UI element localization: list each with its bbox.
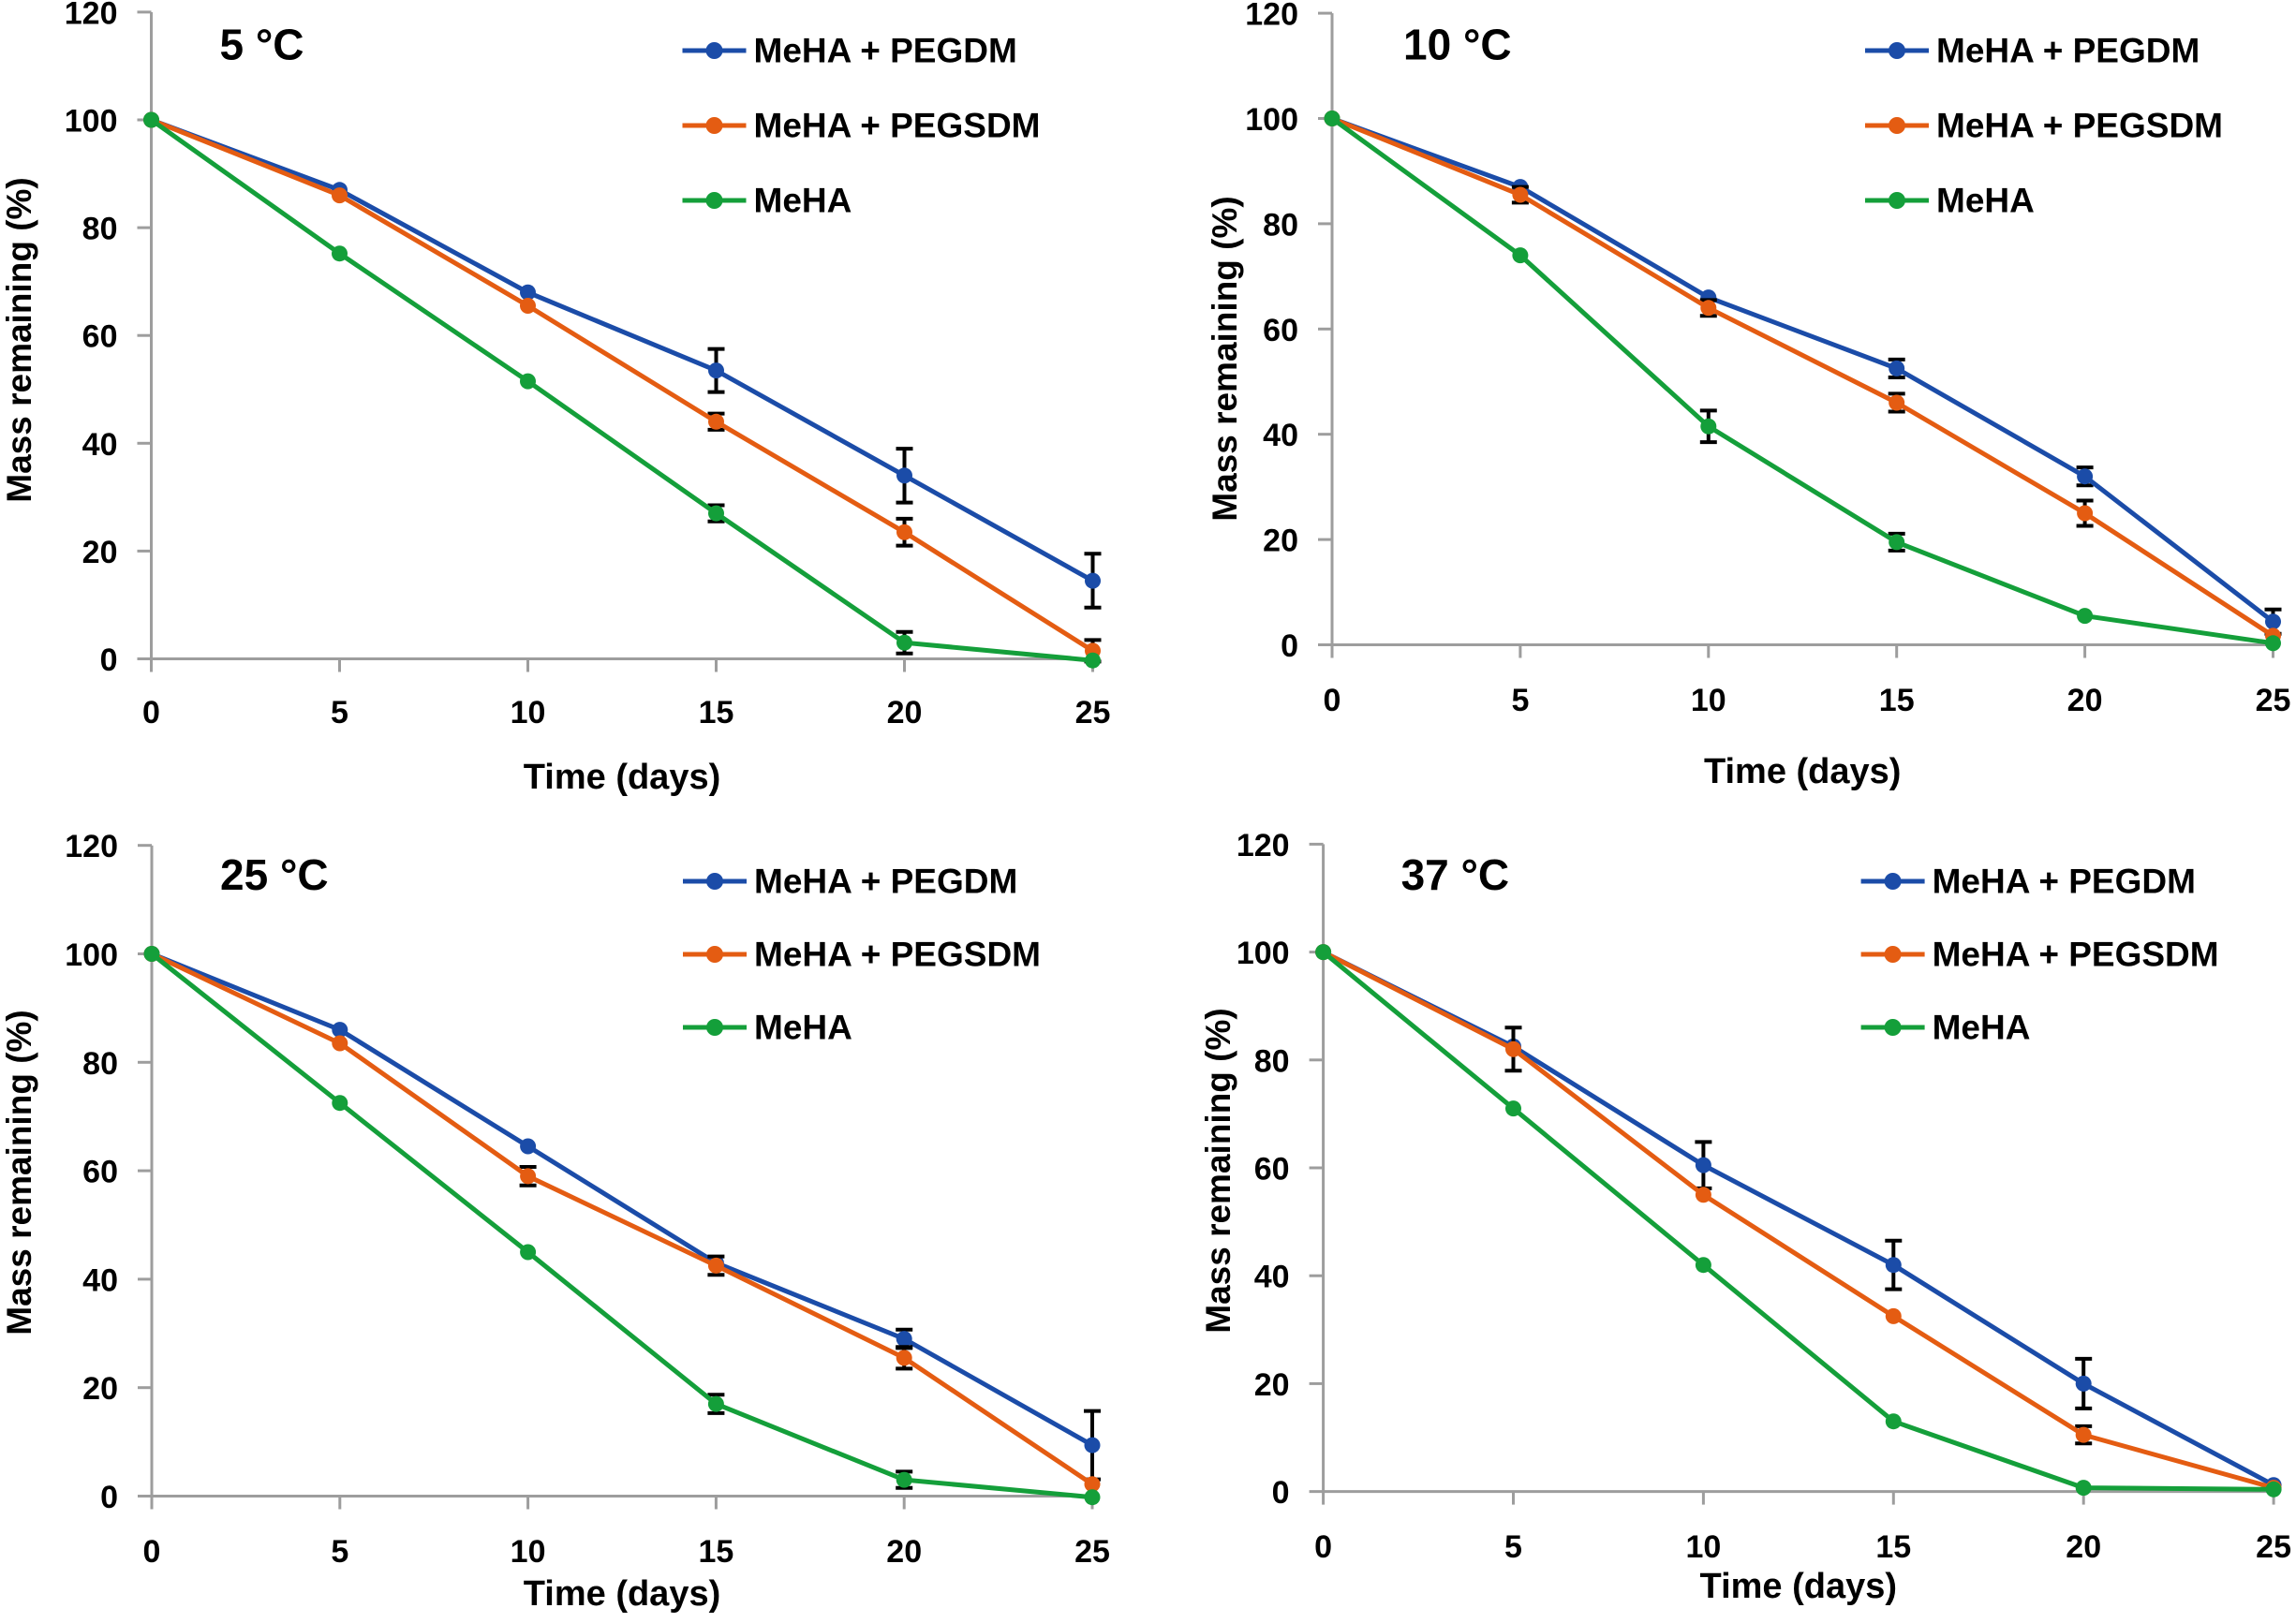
svg-text:100: 100	[1237, 936, 1290, 971]
svg-text:5 °C: 5 °C	[220, 21, 304, 69]
svg-text:MeHA + PEGDM: MeHA + PEGDM	[754, 32, 1017, 70]
svg-text:MeHA + PEGSDM: MeHA + PEGSDM	[1933, 936, 2219, 974]
svg-text:100: 100	[65, 937, 118, 973]
svg-text:20: 20	[886, 1534, 922, 1570]
svg-text:10: 10	[511, 1534, 546, 1570]
svg-text:37 °C: 37 °C	[1401, 850, 1510, 899]
svg-text:40: 40	[82, 1262, 118, 1298]
svg-text:80: 80	[82, 212, 118, 247]
svg-text:Time (days): Time (days)	[524, 758, 720, 797]
svg-text:0: 0	[100, 1480, 118, 1515]
svg-text:80: 80	[1263, 207, 1298, 243]
svg-text:Time (days): Time (days)	[1704, 752, 1901, 791]
svg-text:MeHA + PEGSDM: MeHA + PEGSDM	[754, 107, 1041, 145]
svg-text:100: 100	[1245, 102, 1298, 138]
svg-text:10: 10	[1691, 683, 1726, 718]
svg-text:25: 25	[1074, 1534, 1110, 1570]
svg-text:120: 120	[65, 829, 118, 864]
svg-text:25: 25	[2256, 1529, 2291, 1565]
svg-text:15: 15	[698, 1534, 733, 1570]
svg-text:Time (days): Time (days)	[1700, 1567, 1897, 1606]
svg-text:5: 5	[331, 695, 348, 730]
svg-text:0: 0	[142, 695, 160, 730]
svg-text:60: 60	[1254, 1152, 1290, 1188]
svg-text:0: 0	[1281, 628, 1298, 664]
svg-text:Mass remaining (%): Mass remaining (%)	[0, 1010, 38, 1335]
svg-text:25 °C: 25 °C	[220, 850, 329, 899]
svg-text:40: 40	[1254, 1260, 1290, 1295]
svg-text:MeHA: MeHA	[1936, 182, 2035, 220]
svg-text:20: 20	[2066, 1529, 2101, 1565]
svg-text:15: 15	[1875, 1529, 1911, 1565]
svg-text:20: 20	[1254, 1367, 1290, 1403]
svg-text:MeHA + PEGDM: MeHA + PEGDM	[1933, 863, 2196, 901]
svg-text:MeHA + PEGDM: MeHA + PEGDM	[754, 863, 1017, 901]
svg-text:MeHA: MeHA	[1933, 1009, 2031, 1047]
svg-text:MeHA + PEGDM: MeHA + PEGDM	[1936, 32, 2200, 70]
svg-text:10: 10	[1685, 1529, 1721, 1565]
svg-text:60: 60	[82, 1155, 118, 1190]
svg-text:100: 100	[65, 104, 118, 140]
svg-text:25: 25	[1075, 695, 1111, 730]
svg-text:40: 40	[82, 427, 118, 463]
svg-text:80: 80	[82, 1046, 118, 1082]
svg-text:25: 25	[2256, 683, 2291, 718]
svg-text:0: 0	[1314, 1529, 1332, 1565]
svg-text:MeHA: MeHA	[754, 1009, 852, 1047]
svg-text:20: 20	[887, 695, 923, 730]
svg-text:0: 0	[100, 642, 118, 678]
svg-text:Mass remaining (%): Mass remaining (%)	[1206, 196, 1244, 521]
svg-text:Time (days): Time (days)	[524, 1574, 720, 1614]
svg-text:5: 5	[1511, 683, 1529, 718]
svg-text:MeHA: MeHA	[754, 182, 852, 220]
svg-text:MeHA + PEGSDM: MeHA + PEGSDM	[1936, 107, 2223, 145]
svg-text:10 °C: 10 °C	[1403, 21, 1512, 69]
svg-text:20: 20	[1263, 524, 1298, 559]
svg-text:0: 0	[1324, 683, 1341, 718]
svg-text:20: 20	[2067, 683, 2103, 718]
svg-text:120: 120	[1237, 828, 1290, 863]
svg-text:15: 15	[1879, 683, 1915, 718]
svg-text:0: 0	[1272, 1475, 1290, 1511]
svg-text:120: 120	[65, 0, 118, 31]
svg-text:40: 40	[1263, 418, 1298, 453]
svg-text:60: 60	[1263, 313, 1298, 348]
svg-text:5: 5	[1504, 1529, 1522, 1565]
svg-text:20: 20	[82, 535, 118, 570]
svg-text:Mass remaining (%): Mass remaining (%)	[0, 177, 38, 502]
svg-text:60: 60	[82, 319, 118, 355]
svg-text:20: 20	[82, 1371, 118, 1407]
svg-text:15: 15	[699, 695, 734, 730]
svg-text:5: 5	[331, 1534, 348, 1570]
svg-text:Mass remaining (%): Mass remaining (%)	[1199, 1008, 1237, 1333]
svg-text:80: 80	[1254, 1043, 1290, 1079]
svg-text:10: 10	[511, 695, 546, 730]
svg-text:0: 0	[143, 1534, 161, 1570]
svg-text:MeHA + PEGSDM: MeHA + PEGSDM	[754, 936, 1041, 974]
svg-text:120: 120	[1245, 0, 1298, 33]
